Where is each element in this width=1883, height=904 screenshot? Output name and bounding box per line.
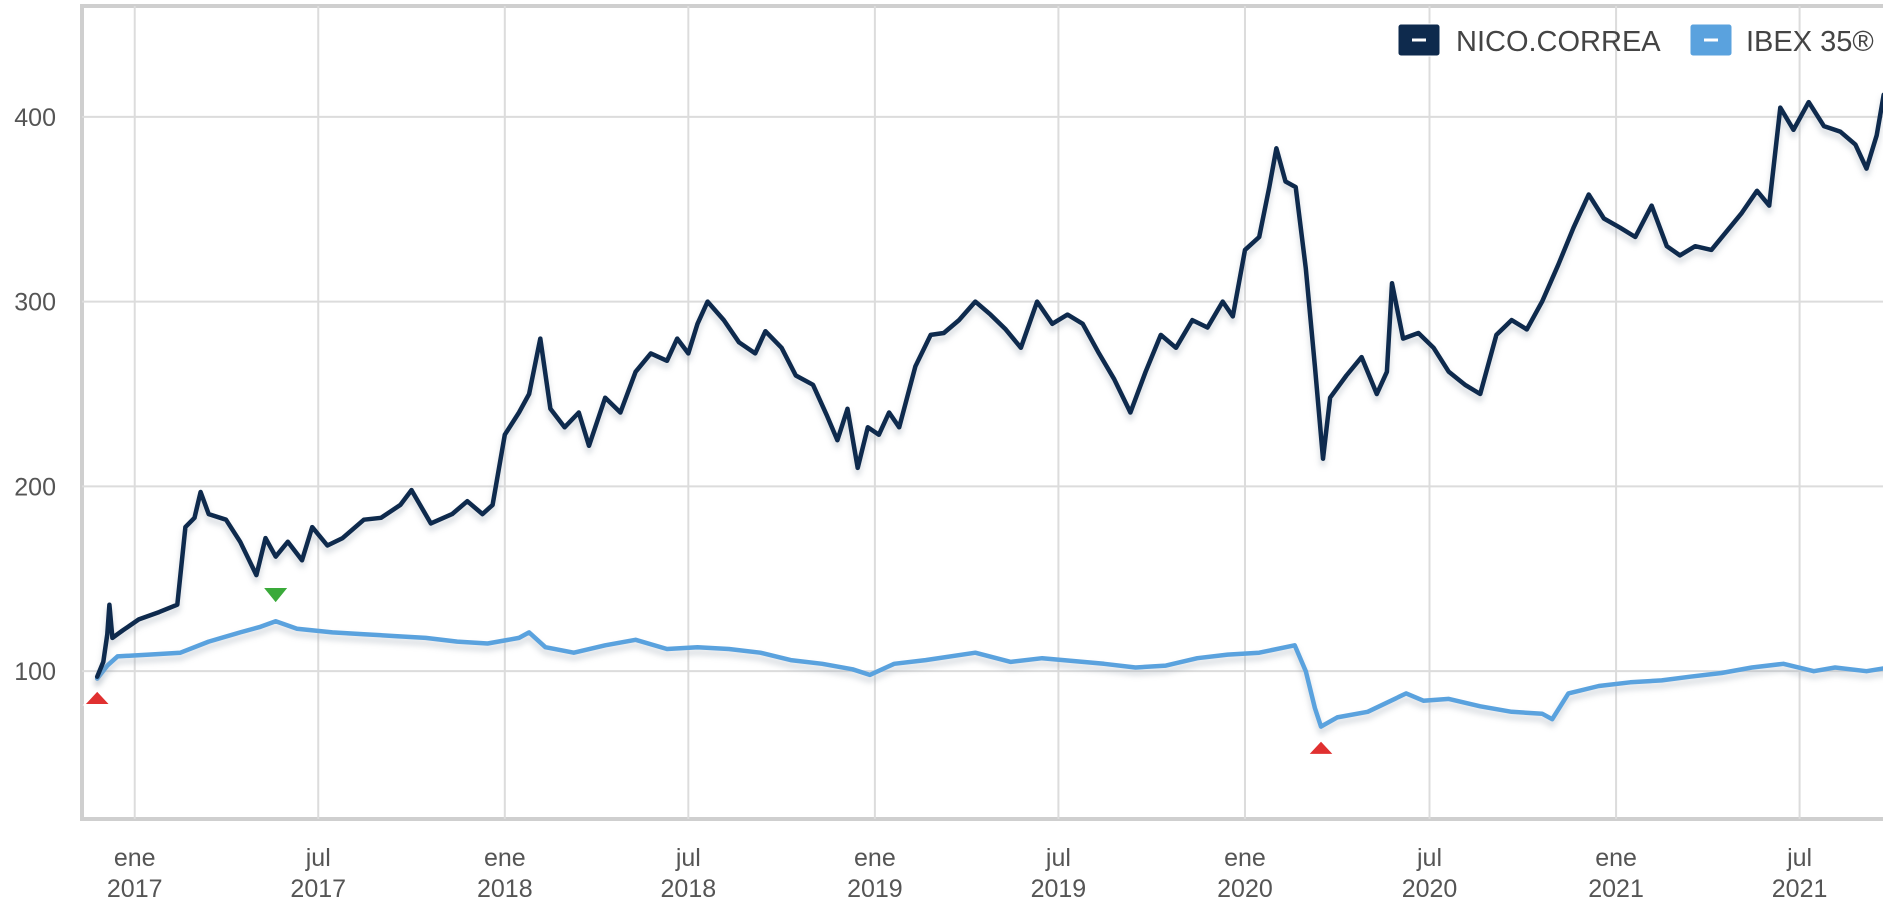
x-tick-label-month: ene — [114, 844, 156, 872]
x-tick-label-month: jul — [1786, 844, 1812, 872]
x-tick-label-month: jul — [305, 844, 331, 872]
x-tick-label-year: 2020 — [1402, 875, 1458, 903]
x-tick-label-year: 2020 — [1217, 875, 1273, 903]
series-line-ibex-35[interactable] — [94, 619, 1883, 729]
x-tick-label-month: jul — [675, 844, 701, 872]
series-lines — [94, 84, 1883, 735]
y-tick-label: 200 — [14, 473, 56, 501]
series-shadow-nico-correa — [94, 96, 1883, 685]
x-tick-label-month: ene — [484, 844, 526, 872]
y-tick-label: 100 — [14, 658, 56, 686]
x-tick-label-year: 2021 — [1588, 875, 1644, 903]
x-tick-label-year: 2017 — [290, 875, 346, 903]
x-tick-label-year: 2019 — [1031, 875, 1087, 903]
x-axis-ticks: ene 2017 jul 2017 ene 2018 jul 2018 ene 2019 jul 20… — [107, 844, 1827, 903]
x-tick-label-month: jul — [1416, 844, 1442, 872]
x-tick-label-year: 2017 — [107, 875, 163, 903]
legend-label[interactable]: IBEX 35® — [1746, 26, 1874, 58]
x-tick-label-year: 2019 — [847, 875, 903, 903]
y-tick-label: 300 — [14, 289, 56, 317]
x-tick-label-year: 2018 — [661, 875, 717, 903]
gridlines — [82, 6, 1883, 819]
legend-item-nico-correa[interactable]: NICO.CORREA — [1397, 23, 1661, 58]
legend-label[interactable]: NICO.CORREA — [1456, 26, 1661, 58]
extreme-markers — [82, 586, 1336, 756]
x-tick-label-year: 2021 — [1772, 875, 1828, 903]
x-tick-label-month: ene — [854, 844, 896, 872]
plot-area — [80, 4, 1883, 821]
series-line-nico-correa[interactable] — [94, 84, 1883, 679]
x-tick-label-month: ene — [1224, 844, 1266, 872]
y-tick-label: 400 — [14, 104, 56, 132]
y-axis-ticks: 100 200 300 400 — [14, 104, 56, 686]
x-tick-label-year: 2018 — [477, 875, 533, 903]
min-marker-icon — [1306, 739, 1336, 756]
max-marker-icon — [261, 586, 291, 605]
x-tick-label-month: ene — [1595, 844, 1637, 872]
legend: NICO.CORREA IBEX 35® — [1397, 23, 1874, 58]
min-marker-icon — [82, 689, 112, 706]
legend-item-ibex-35[interactable]: IBEX 35® — [1689, 23, 1874, 58]
series-shadow-ibex-35 — [94, 623, 1883, 735]
x-tick-label-month: jul — [1045, 844, 1071, 872]
